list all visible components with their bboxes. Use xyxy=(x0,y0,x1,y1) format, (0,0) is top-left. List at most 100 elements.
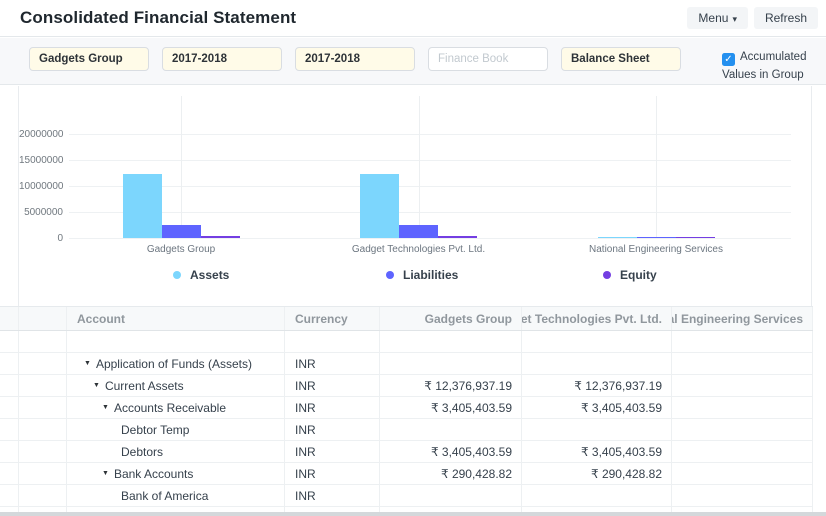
column-header-national-engineering-services: National Engineering Services xyxy=(672,307,813,330)
row-index-cell xyxy=(0,419,19,440)
currency-cell[interactable]: INR xyxy=(285,353,380,374)
currency-cell[interactable] xyxy=(285,331,380,352)
collapse-icon[interactable]: ▼ xyxy=(102,470,109,477)
header-actions: Menu ▾ Refresh xyxy=(687,6,818,30)
amount-cell-gadget-technologies[interactable] xyxy=(522,331,672,352)
currency-cell[interactable]: INR xyxy=(285,419,380,440)
table-row[interactable]: ▼ Accounts Receivable INR ₹ 3,405,403.59 ₹ 3… xyxy=(0,397,813,419)
amount-cell-national-engineering[interactable] xyxy=(672,397,813,418)
amount-cell-gadget-technologies[interactable] xyxy=(522,419,672,440)
account-cell[interactable]: Debtor Temp xyxy=(67,419,285,440)
bar-liabilities-national-engineering-services xyxy=(636,236,676,238)
company-filter-input[interactable] xyxy=(29,47,149,71)
amount-cell-gadgets-group[interactable] xyxy=(380,485,522,506)
report-type-filter-input[interactable] xyxy=(561,47,681,71)
to-fiscal-year-filter-input[interactable] xyxy=(295,47,415,71)
currency-cell[interactable]: INR xyxy=(285,397,380,418)
amount-cell-gadget-technologies[interactable]: ₹ 3,405,403.59 xyxy=(522,397,672,418)
legend-item-liabilities: Liabilities xyxy=(386,268,458,282)
accumulated-values-checkbox[interactable]: ✓ xyxy=(722,53,735,66)
account-cell[interactable]: Bank of America xyxy=(67,485,285,506)
amount-cell-national-engineering[interactable] xyxy=(672,419,813,440)
row-spacer-cell xyxy=(19,397,67,418)
account-cell[interactable]: ▼ Current Assets xyxy=(67,375,285,396)
amount-cell-national-engineering[interactable] xyxy=(672,353,813,374)
account-name: Bank Accounts xyxy=(113,466,194,481)
currency-cell[interactable]: INR xyxy=(285,485,380,506)
collapse-icon[interactable]: ▼ xyxy=(93,382,100,389)
account-cell[interactable]: ▼ Bank Accounts xyxy=(67,463,285,484)
x-gridline xyxy=(656,96,657,238)
bar-assets-national-engineering-services xyxy=(597,236,637,238)
amount-cell-gadgets-group[interactable] xyxy=(380,331,522,352)
finance-book-filter-input[interactable] xyxy=(428,47,548,71)
legend-label: Assets xyxy=(190,268,230,282)
amount-cell-gadgets-group[interactable]: ₹ 12,376,937.19 xyxy=(380,375,522,396)
amount-cell-gadgets-group[interactable]: ₹ 290,428.82 xyxy=(380,463,522,484)
amount-cell-gadgets-group[interactable]: ₹ 3,405,403.59 xyxy=(380,397,522,418)
clipped-cell xyxy=(67,507,285,512)
refresh-button-label: Refresh xyxy=(764,10,807,25)
amount-cell-national-engineering[interactable] xyxy=(672,331,813,352)
amount-cell-national-engineering[interactable] xyxy=(672,441,813,462)
column-header-account: Account xyxy=(67,307,285,330)
row-spacer-cell xyxy=(19,485,67,506)
table-row[interactable]: Bank of America INR xyxy=(0,485,813,507)
x-axis-category-label: Gadget Technologies Pvt. Ltd. xyxy=(351,244,486,255)
account-name: Bank of America xyxy=(121,488,209,503)
clipped-cell xyxy=(0,507,19,512)
account-cell[interactable]: ▼ Accounts Receivable xyxy=(67,397,285,418)
amount-cell-gadget-technologies[interactable]: ₹ 12,376,937.19 xyxy=(522,375,672,396)
row-index-cell xyxy=(0,331,19,352)
row-spacer-cell xyxy=(19,463,67,484)
column-header-gadgets-group: Gadgets Group xyxy=(380,307,522,330)
amount-cell-gadget-technologies[interactable] xyxy=(522,485,672,506)
table-row[interactable]: ▼ Bank Accounts INR ₹ 290,428.82 ₹ 290,428.8… xyxy=(0,463,813,485)
collapse-icon[interactable]: ▼ xyxy=(102,404,109,411)
table-row[interactable]: Debtors INR ₹ 3,405,403.59 ₹ 3,405,403.59 xyxy=(0,441,813,463)
currency-cell[interactable]: INR xyxy=(285,375,380,396)
table-row-clipped xyxy=(0,507,813,512)
table-row[interactable]: Debtor Temp INR xyxy=(0,419,813,441)
filter-bar: ✓Accumulated Values in Group Company xyxy=(0,38,826,99)
table-row[interactable]: ▼ Current Assets INR ₹ 12,376,937.19 ₹ 12,37… xyxy=(0,375,813,397)
column-header-gadget-technologies-pvt-ltd: Gadget Technologies Pvt. Ltd. xyxy=(522,307,672,330)
horizontal-scrollbar[interactable] xyxy=(0,512,826,516)
account-cell[interactable]: Debtors xyxy=(67,441,285,462)
menu-button[interactable]: Menu ▾ xyxy=(687,6,748,30)
amount-cell-gadget-technologies[interactable] xyxy=(522,353,672,374)
clipped-cell xyxy=(19,507,67,512)
clipped-cell xyxy=(285,507,380,512)
row-index-cell xyxy=(0,463,19,484)
amount-cell-gadgets-group[interactable] xyxy=(380,353,522,374)
amount-cell-gadget-technologies[interactable]: ₹ 3,405,403.59 xyxy=(522,441,672,462)
bar-assets-gadgets-group xyxy=(122,173,162,238)
row-index-cell xyxy=(0,397,19,418)
currency-cell[interactable]: INR xyxy=(285,463,380,484)
amount-cell-national-engineering[interactable] xyxy=(672,375,813,396)
amount-cell-national-engineering[interactable] xyxy=(672,463,813,484)
collapse-icon[interactable]: ▼ xyxy=(84,360,91,367)
amount-cell-gadgets-group[interactable] xyxy=(380,419,522,440)
bar-liabilities-gadgets-group xyxy=(161,224,201,238)
amount-cell-gadgets-group[interactable]: ₹ 3,405,403.59 xyxy=(380,441,522,462)
amount-cell-national-engineering[interactable] xyxy=(672,485,813,506)
currency-cell[interactable]: INR xyxy=(285,441,380,462)
refresh-button[interactable]: Refresh xyxy=(753,6,818,30)
table-row[interactable] xyxy=(0,331,813,353)
row-index-cell xyxy=(0,353,19,374)
legend-item-equity: Equity xyxy=(603,268,657,282)
account-cell[interactable] xyxy=(67,331,285,352)
amount-cell-gadget-technologies[interactable]: ₹ 290,428.82 xyxy=(522,463,672,484)
y-gridline xyxy=(69,133,791,135)
column-header-spacer xyxy=(0,307,19,330)
bar-equity-national-engineering-services xyxy=(675,236,715,238)
y-gridline xyxy=(69,159,791,161)
account-cell[interactable]: ▼ Application of Funds (Assets) xyxy=(67,353,285,374)
from-fiscal-year-filter-input[interactable] xyxy=(162,47,282,71)
table-row[interactable]: ▼ Application of Funds (Assets) INR xyxy=(0,353,813,375)
x-axis-category-label: National Engineering Services xyxy=(589,244,723,255)
